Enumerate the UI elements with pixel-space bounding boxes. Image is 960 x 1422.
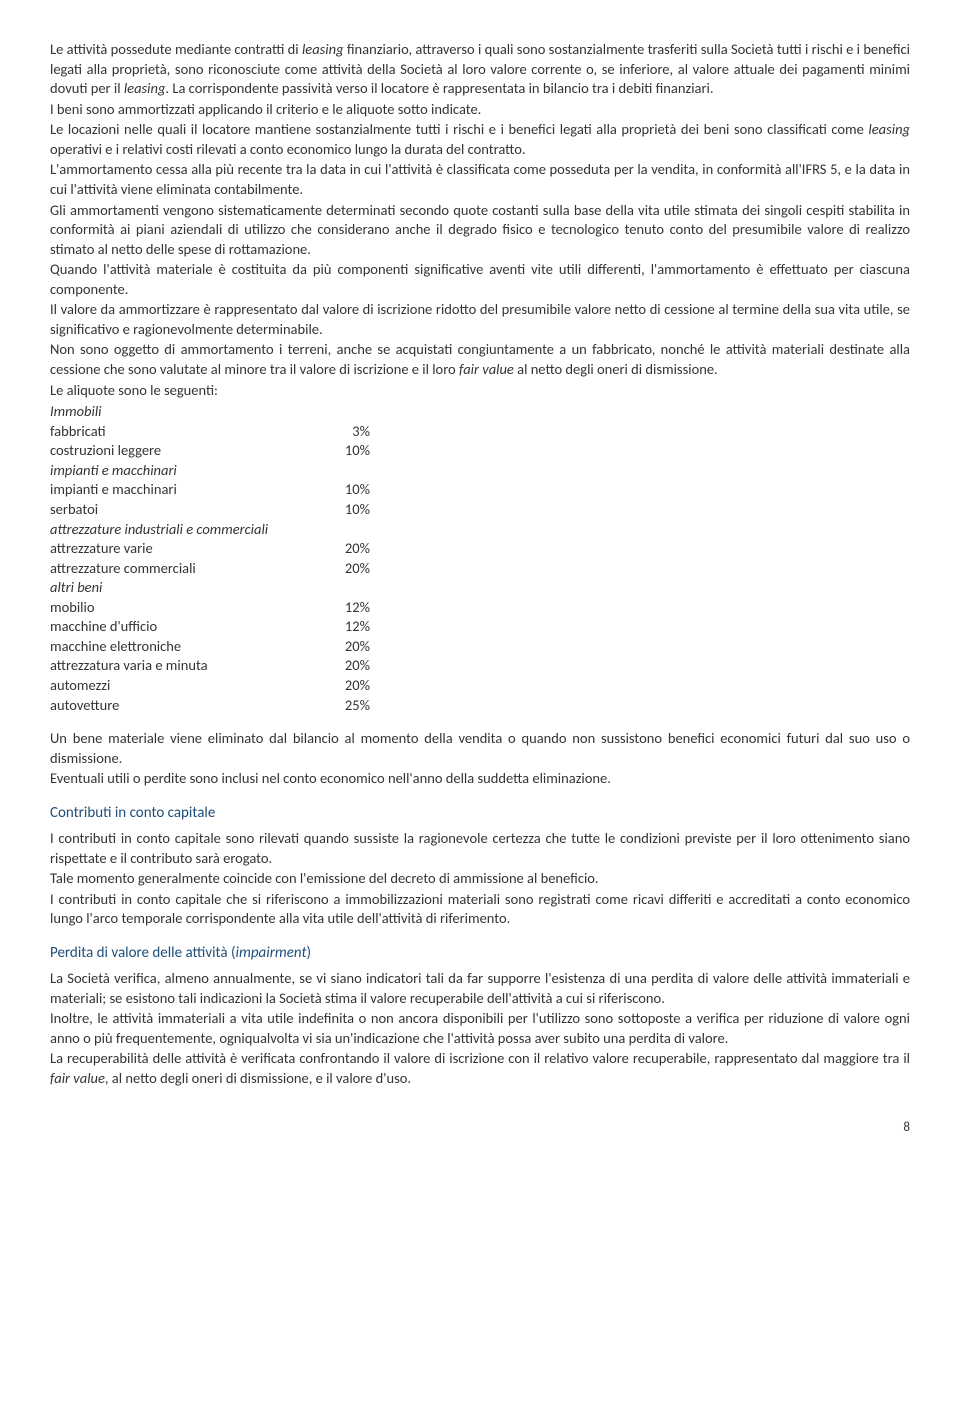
- depreciation-rates-table: Immobili fabbricati3% costruzioni legger…: [50, 402, 910, 715]
- paragraph-impairment-3: La recuperabilità delle attività è verif…: [50, 1049, 910, 1088]
- paragraph-gains-losses: Eventuali utili o perdite sono inclusi n…: [50, 769, 910, 789]
- paragraph-elimination: Un bene materiale viene eliminato dal bi…: [50, 729, 910, 768]
- paragraph-impairment-1: La Società verifica, almeno annualmente,…: [50, 969, 910, 1008]
- paragraph-aliquote-intro: Le aliquote sono le seguenti:: [50, 381, 910, 401]
- paragraph-amort-cease: L'ammortamento cessa alla più recente tr…: [50, 160, 910, 199]
- rate-row: attrezzature varie20%: [50, 539, 910, 559]
- rate-section-impianti: impianti e macchinari: [50, 461, 330, 481]
- rate-row: macchine d'ufficio12%: [50, 617, 910, 637]
- paragraph-amort-method: Gli ammortamenti vengono sistematicament…: [50, 201, 910, 260]
- paragraph-amort-value: Il valore da ammortizzare è rappresentat…: [50, 300, 910, 339]
- paragraph-amort-criteria: I beni sono ammortizzati applicando il c…: [50, 100, 910, 120]
- paragraph-components: Quando l'attività materiale è costituita…: [50, 260, 910, 299]
- rate-section-altri: altri beni: [50, 578, 330, 598]
- rate-row: autovetture25%: [50, 696, 910, 716]
- rate-row: impianti e macchinari10%: [50, 480, 910, 500]
- paragraph-contributi-1: I contributi in conto capitale sono rile…: [50, 829, 910, 868]
- paragraph-terreni: Non sono oggetto di ammortamento i terre…: [50, 340, 910, 379]
- paragraph-leasing-op: Le locazioni nelle quali il locatore man…: [50, 120, 910, 159]
- paragraph-contributi-2: Tale momento generalmente coincide con l…: [50, 869, 910, 889]
- rate-row: automezzi20%: [50, 676, 910, 696]
- rate-section-attrezzature: attrezzature industriali e commerciali: [50, 520, 330, 540]
- paragraph-leasing-1: Le attività possedute mediante contratti…: [50, 40, 910, 99]
- rate-row: macchine elettroniche20%: [50, 637, 910, 657]
- rate-row: fabbricati3%: [50, 422, 910, 442]
- rate-section-immobili: Immobili: [50, 402, 330, 422]
- rate-row: attrezzatura varia e minuta20%: [50, 656, 910, 676]
- rate-row: mobilio12%: [50, 598, 910, 618]
- rate-row: costruzioni leggere10%: [50, 441, 910, 461]
- heading-contributi: Contributi in conto capitale: [50, 803, 910, 823]
- paragraph-contributi-3: I contributi in conto capitale che si ri…: [50, 890, 910, 929]
- page-number: 8: [50, 1119, 910, 1137]
- heading-impairment: Perdita di valore delle attività (impair…: [50, 943, 910, 963]
- rate-row: serbatoi10%: [50, 500, 910, 520]
- rate-row: attrezzature commerciali20%: [50, 559, 910, 579]
- paragraph-impairment-2: Inoltre, le attività immateriali a vita …: [50, 1009, 910, 1048]
